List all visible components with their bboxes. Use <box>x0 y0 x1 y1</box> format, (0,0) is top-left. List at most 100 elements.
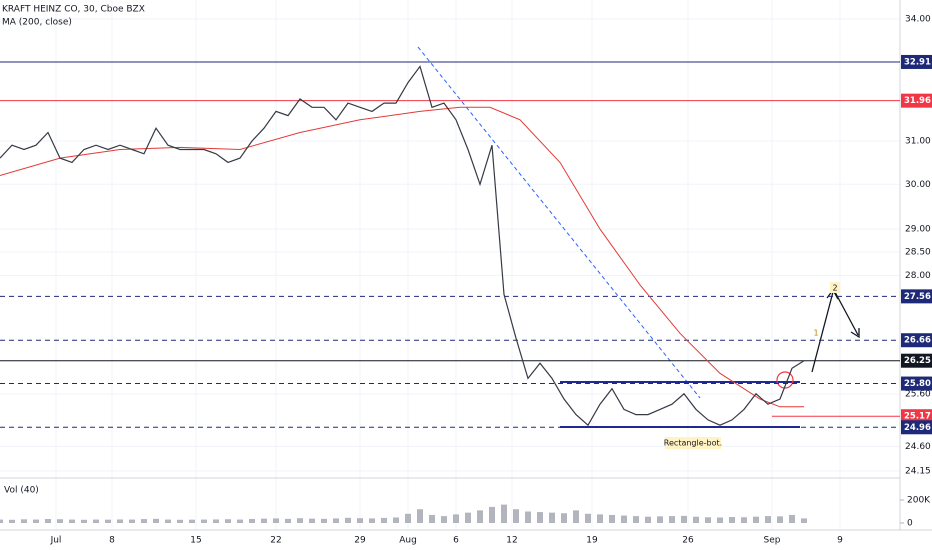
volume-bar <box>801 518 807 523</box>
volume-bar <box>345 517 351 523</box>
y-tick-label: 30.00 <box>905 180 931 190</box>
price-level-label: 24.96 <box>904 423 931 433</box>
volume-bar <box>153 518 159 523</box>
volume-bar <box>597 514 603 523</box>
volume-bar <box>753 516 759 523</box>
volume-bar <box>561 513 567 523</box>
y-tick-label: 28.50 <box>905 248 931 258</box>
volume-bar <box>477 510 483 523</box>
volume-bar <box>453 514 459 523</box>
volume-bar <box>81 519 87 523</box>
volume-bar <box>0 519 3 523</box>
volume-bar <box>417 509 423 523</box>
volume-bar <box>297 518 303 523</box>
price-level-label: 25.80 <box>904 379 931 389</box>
volume-bar <box>621 515 627 523</box>
x-tick-label: 6 <box>453 536 459 546</box>
price-level-label: 27.56 <box>904 292 931 302</box>
price-level-label: 25.17 <box>904 412 931 422</box>
y-tick-label: 24.60 <box>905 442 931 452</box>
y-tick-label: 31.00 <box>905 136 931 146</box>
volume-bar <box>729 517 735 523</box>
x-tick-label: Jul <box>50 536 62 546</box>
volume-bar <box>489 506 495 523</box>
volume-bar <box>789 514 795 523</box>
volume-bar <box>57 519 63 523</box>
price-level-box <box>901 93 932 108</box>
volume-bar <box>681 515 687 523</box>
volume-bar <box>165 519 171 523</box>
y-tick-label: 24.15 <box>905 466 931 476</box>
volume-bar <box>465 512 471 523</box>
volume-bar <box>657 516 663 523</box>
x-tick-label: 19 <box>586 536 598 546</box>
volume-bar <box>381 517 387 523</box>
volume-bar <box>261 518 267 523</box>
volume-bar <box>537 512 543 523</box>
volume-bar <box>525 511 531 523</box>
price-level-box <box>901 409 932 424</box>
price-level-label: 26.25 <box>904 356 931 366</box>
price-level-box <box>901 289 932 304</box>
volume-bar <box>45 518 51 523</box>
volume-bar <box>177 519 183 523</box>
volume-bar <box>225 519 231 523</box>
x-tick-label: 22 <box>270 536 281 546</box>
x-tick-label: 8 <box>109 536 115 546</box>
chart-title: KRAFT HEINZ CO, 30, Cboe BZX <box>2 5 145 15</box>
volume-bar <box>501 504 507 523</box>
volume-bar <box>669 516 675 523</box>
x-tick-label: Sep <box>764 536 781 546</box>
y-tick-label: 25.60 <box>905 389 931 399</box>
volume-bar <box>9 519 15 523</box>
price-level-box <box>901 376 932 391</box>
indicator-label: MA (200, close) <box>2 18 72 28</box>
volume-bar <box>309 518 315 523</box>
volume-bar <box>273 518 279 523</box>
volume-bar <box>717 517 723 523</box>
volume-bar <box>129 519 135 523</box>
volume-bar <box>201 519 207 523</box>
volume-bar <box>21 519 27 523</box>
volume-bar <box>105 519 111 523</box>
volume-bar <box>741 517 747 523</box>
volume-bar <box>117 519 123 523</box>
volume-bar <box>285 518 291 523</box>
volume-bar <box>357 518 363 523</box>
volume-bar <box>405 513 411 523</box>
volume-tick-label: 200K <box>907 496 931 506</box>
x-tick-label: Aug <box>399 536 417 546</box>
price-level-label: 32.91 <box>904 57 931 67</box>
price-level-box <box>901 333 932 348</box>
volume-bar <box>369 518 375 523</box>
volume-bar <box>609 514 615 523</box>
price-level-label: 26.66 <box>904 336 931 346</box>
volume-bar <box>777 516 783 523</box>
volume-bar <box>237 519 243 523</box>
volume-bar <box>333 518 339 523</box>
x-tick-label: 12 <box>506 536 517 546</box>
volume-bar <box>141 519 147 523</box>
volume-bar <box>513 509 519 523</box>
x-tick-label: 26 <box>682 536 694 546</box>
annotation-box <box>830 282 840 293</box>
volume-bar <box>33 519 39 523</box>
price-level-label: 31.96 <box>904 96 931 106</box>
annotation: 1 <box>813 329 818 338</box>
trend-line <box>417 46 701 399</box>
volume-bar <box>693 516 699 523</box>
x-tick-label: 29 <box>354 536 366 546</box>
y-tick-label: 34.00 <box>905 14 931 24</box>
price-level-box <box>901 54 932 69</box>
price-level-box <box>901 353 932 368</box>
volume-label: Vol (40) <box>4 486 39 496</box>
volume-bar <box>93 519 99 523</box>
price-line <box>0 65 805 427</box>
x-tick-label: 15 <box>190 536 201 546</box>
volume-bar <box>705 517 711 523</box>
highlight-circle <box>776 371 794 389</box>
volume-bar <box>573 510 579 523</box>
annotation-box <box>665 437 721 449</box>
volume-bar <box>549 512 555 523</box>
annotation: Rectangle-bot. <box>664 439 722 448</box>
